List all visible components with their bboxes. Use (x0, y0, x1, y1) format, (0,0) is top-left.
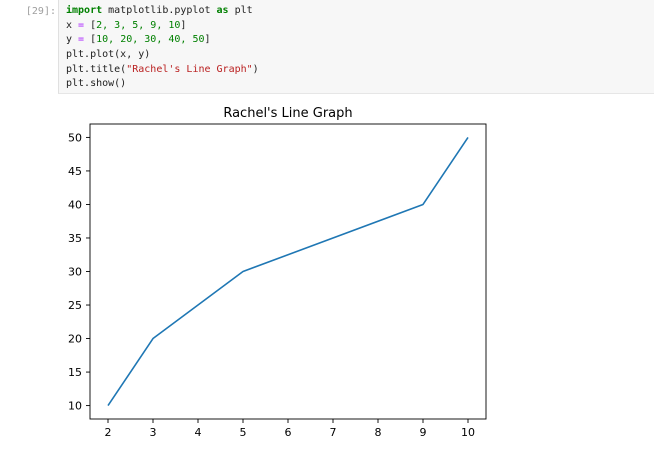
chart-title: Rachel's Line Graph (223, 106, 352, 121)
code-line-6: plt.show() (66, 78, 127, 90)
y-open-bracket: [ (84, 34, 97, 46)
keyword-import: import (66, 5, 103, 16)
x-close-bracket: ] (180, 19, 187, 31)
y-tick-label: 50 (68, 131, 82, 144)
code-line-5: plt.title("Rachel's Line Graph") (66, 63, 654, 78)
cell-output: Rachel's Line Graph 10 15 20 25 30 35 40 45 50 2… (0, 96, 654, 452)
code-line-2: x = [2, 3, 5, 9, 10] (66, 19, 654, 34)
x-tick-label: 10 (461, 426, 475, 439)
y-close-bracket: ] (204, 34, 211, 46)
module-name: matplotlib.pyplot (102, 5, 217, 16)
y-tick-label: 40 (68, 198, 82, 211)
title-string: "Rachel's Line Graph" (126, 63, 253, 75)
cell-prompt: [29]: (25, 6, 56, 17)
y-axis: 10 15 20 25 30 35 40 45 50 (68, 131, 90, 413)
x-tick-label: 7 (330, 426, 337, 439)
code-cell[interactable]: import matplotlib.pyplot as plt x = [2, … (58, 0, 654, 94)
x-tick-label: 9 (420, 426, 427, 439)
x-values: 2, 3, 5, 9, 10 (96, 19, 181, 31)
title-call-close: ) (252, 63, 259, 75)
code-line-1: import matplotlib.pyplot as plt (66, 4, 654, 19)
x-tick-label: 5 (240, 426, 247, 439)
x-tick-label: 8 (375, 426, 382, 439)
y-values: 10, 20, 30, 40, 50 (96, 34, 205, 46)
x-tick-label: 4 (195, 426, 202, 439)
x-equals: = (78, 19, 85, 31)
y-name: y (66, 34, 79, 46)
y-equals: = (78, 34, 85, 46)
plot-frame (89, 123, 487, 420)
x-axis: 2 3 4 5 6 7 8 9 10 (105, 419, 475, 439)
y-tick-label: 25 (68, 299, 82, 312)
y-tick-label: 10 (68, 400, 82, 413)
code-line-4: plt.plot(x, y) (66, 49, 151, 61)
y-tick-label: 15 (68, 366, 82, 379)
y-tick-label: 45 (68, 165, 82, 178)
alias-name: plt (228, 5, 253, 16)
series-line (107, 136, 469, 407)
code-line-3: y = [10, 20, 30, 40, 50] (66, 33, 654, 48)
y-tick-label: 30 (68, 266, 82, 279)
keyword-as: as (216, 5, 229, 16)
x-tick-label: 2 (105, 426, 112, 439)
x-name: x (66, 19, 79, 31)
title-call: plt.title( (66, 63, 127, 75)
y-tick-label: 20 (68, 333, 82, 346)
x-tick-label: 3 (150, 426, 157, 439)
x-open-bracket: [ (84, 19, 97, 31)
y-tick-label: 35 (68, 232, 82, 245)
x-tick-label: 6 (285, 426, 292, 439)
